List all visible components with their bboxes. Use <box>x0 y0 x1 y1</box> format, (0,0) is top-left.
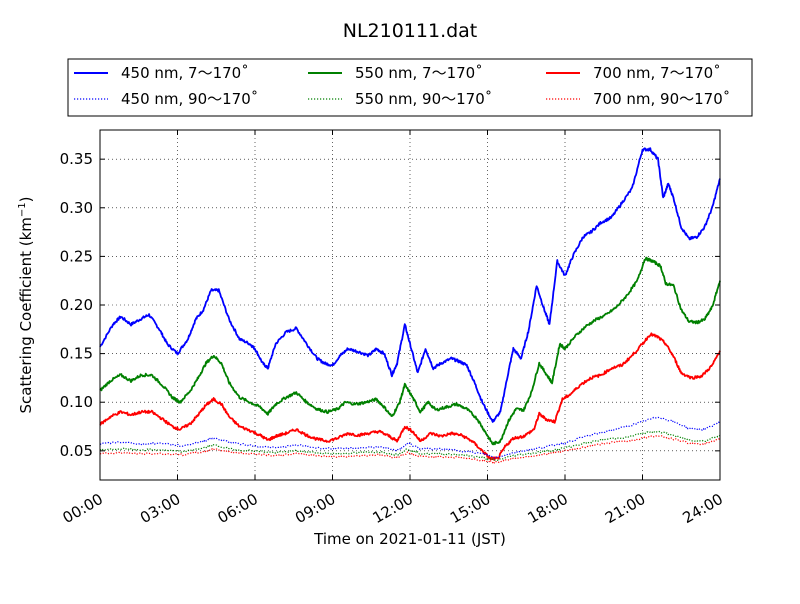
y-tick-label: 0.35 <box>60 150 93 168</box>
y-tick-label: 0.25 <box>60 247 93 265</box>
series-line-1 <box>99 256 721 446</box>
legend: 450 nm, 7～170˚ 550 nm, 7～170˚ 700 nm, 7～17… <box>67 58 753 117</box>
y-tick-label: 0.15 <box>60 345 93 363</box>
legend-label: 550 nm, 7～170˚ <box>355 64 483 82</box>
y-tick-label: 0.20 <box>60 296 93 314</box>
y-axis-label: Scattering Coefficient (km−1) <box>17 196 35 413</box>
legend-label: 550 nm, 90～170˚ <box>355 90 492 108</box>
legend-label: 700 nm, 90～170˚ <box>593 90 730 108</box>
x-axis-label: Time on 2021-01-11 (JST) <box>313 530 506 548</box>
chart-title: NL210111.dat <box>343 20 478 42</box>
legend-label: 700 nm, 7～170˚ <box>593 64 721 82</box>
y-tick-label: 0.10 <box>60 393 93 411</box>
series-line-5 <box>99 435 721 464</box>
legend-label: 450 nm, 90～170˚ <box>121 90 258 108</box>
series-line-0 <box>99 147 721 423</box>
y-tick-label: 0.30 <box>60 199 93 217</box>
y-tick-label: 0.05 <box>60 442 93 460</box>
series-line-3 <box>99 416 721 459</box>
series-layer <box>99 147 721 464</box>
series-line-2 <box>99 332 721 461</box>
legend-frame <box>67 58 753 117</box>
legend-label: 450 nm, 7～170˚ <box>121 64 249 82</box>
